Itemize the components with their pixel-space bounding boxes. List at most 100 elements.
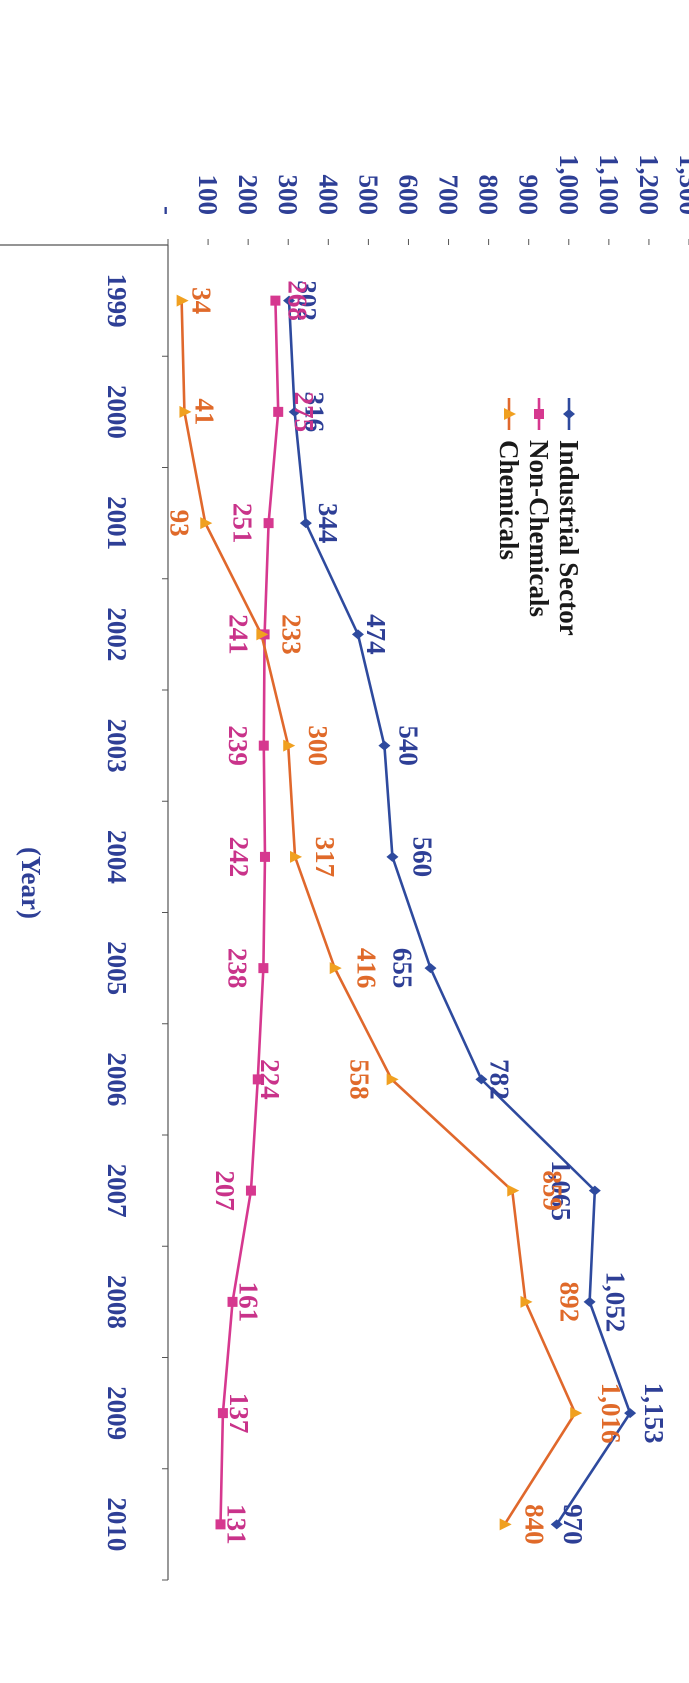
series-line [287,300,632,1526]
data-label: 474 [361,614,391,655]
diamond-marker [550,1519,563,1530]
data-label: 540 [393,725,423,766]
x-tick-label: 2007 [102,1164,132,1218]
triangle-marker [329,962,342,975]
series-line [219,300,280,1525]
data-label: 275 [289,392,319,433]
data-label: 1,065 [546,1160,576,1221]
series-lines [180,300,632,1526]
diamond-marker [351,629,364,640]
x-tick-label: 2006 [102,1052,132,1106]
data-label: 1,052 [601,1272,631,1333]
data-label: 782 [484,1059,514,1100]
square-marker [227,1296,238,1307]
square-marker [534,409,544,419]
y-tick-label: 800 [474,175,504,216]
triangle-marker [179,405,192,418]
y-tick-label: 900 [514,175,544,216]
y-tick-label: 1,000 [554,154,584,215]
data-label: 892 [554,1282,584,1323]
square-marker [252,1074,263,1085]
data-label: 268 [282,280,312,321]
y-tick-label: 300 [273,175,303,216]
x-tick-label: 2002 [102,607,132,661]
y-tick-label: 600 [393,175,423,216]
y-tick-label: 200 [233,175,263,216]
diamond-marker [588,1185,601,1196]
data-label: 859 [537,1170,567,1211]
x-tick-label: 2009 [102,1386,132,1440]
y-tick-label: 100 [193,175,223,216]
x-tick-label: 2001 [102,496,132,550]
x-tick-label: 2004 [102,830,132,884]
y-axis-ticks: - 100 200 300 400 500 600 700 800 900 1,000 1,100 1,… [153,154,689,245]
diamond-marker [475,1074,488,1085]
data-label: 1,016 [596,1383,626,1444]
square-marker [258,740,269,751]
triangle-marker [504,408,516,420]
data-labels: 302 316 344 474 540 560 655 782 1,065 1,052 1,153 9… [164,280,669,1544]
data-label: 560 [407,837,437,878]
square-marker [259,851,270,862]
data-label: 300 [303,725,333,766]
data-label: 316 [300,392,330,433]
x-tick-label: 2008 [102,1275,132,1329]
data-label: 558 [345,1059,375,1100]
triangle-marker [200,517,213,530]
x-tick-label: 2010 [102,1497,132,1551]
data-label: 239 [223,725,253,766]
triangle-marker [507,1184,520,1197]
y-tick-label: 700 [434,175,464,216]
data-label: 655 [388,948,418,989]
triangle-marker [499,1518,512,1531]
diamond-marker [378,740,391,751]
data-label: 1,153 [639,1383,669,1444]
data-label: 224 [255,1059,285,1100]
legend-label: Non-Chemicals [524,440,554,617]
data-label: 131 [222,1504,252,1545]
data-label: 93 [164,510,194,537]
data-label: 241 [224,614,254,655]
square-marker [245,1185,256,1196]
x-axis-title: (Year) [16,847,46,919]
data-label: 34 [187,287,217,314]
diamond-marker [583,1296,596,1307]
triangle-marker [256,628,269,641]
data-label: 317 [310,837,340,878]
y-tick-label: 400 [313,175,343,216]
diamond-marker [299,518,312,529]
triangle-marker [290,850,303,863]
data-label: 233 [276,614,306,655]
x-tick-label: 2005 [102,941,132,995]
series-markers [176,294,637,1531]
data-label: 970 [558,1504,588,1545]
x-tick-label: 2003 [102,719,132,773]
square-marker [273,406,284,417]
diamond-marker [424,963,437,974]
square-marker [217,1408,228,1419]
series-line [180,300,577,1526]
triangle-marker [176,294,189,307]
y-tick-label: 500 [353,175,383,216]
legend-label: Industrial Sector [554,440,584,636]
data-label: 137 [224,1393,254,1434]
square-marker [270,295,281,306]
diamond-marker [386,851,399,862]
y-tick-label: 1,100 [594,154,624,215]
triangle-marker [520,1295,533,1308]
y-tick-label: 1,300 [674,154,689,215]
y-tick-label: 1,200 [634,154,664,215]
diamond-marker [283,295,296,306]
data-label: 238 [222,948,252,989]
data-label: 41 [189,398,219,425]
x-axis-ticks: 1999 2000 2001 2002 2003 2004 2005 2006 2007 2008… [102,244,168,1581]
x-tick-label: 1999 [102,274,132,328]
diamond-marker [624,1408,637,1419]
data-label: 344 [313,503,343,544]
square-marker [258,963,269,974]
data-label: 840 [520,1504,550,1545]
data-label: 161 [234,1282,264,1323]
